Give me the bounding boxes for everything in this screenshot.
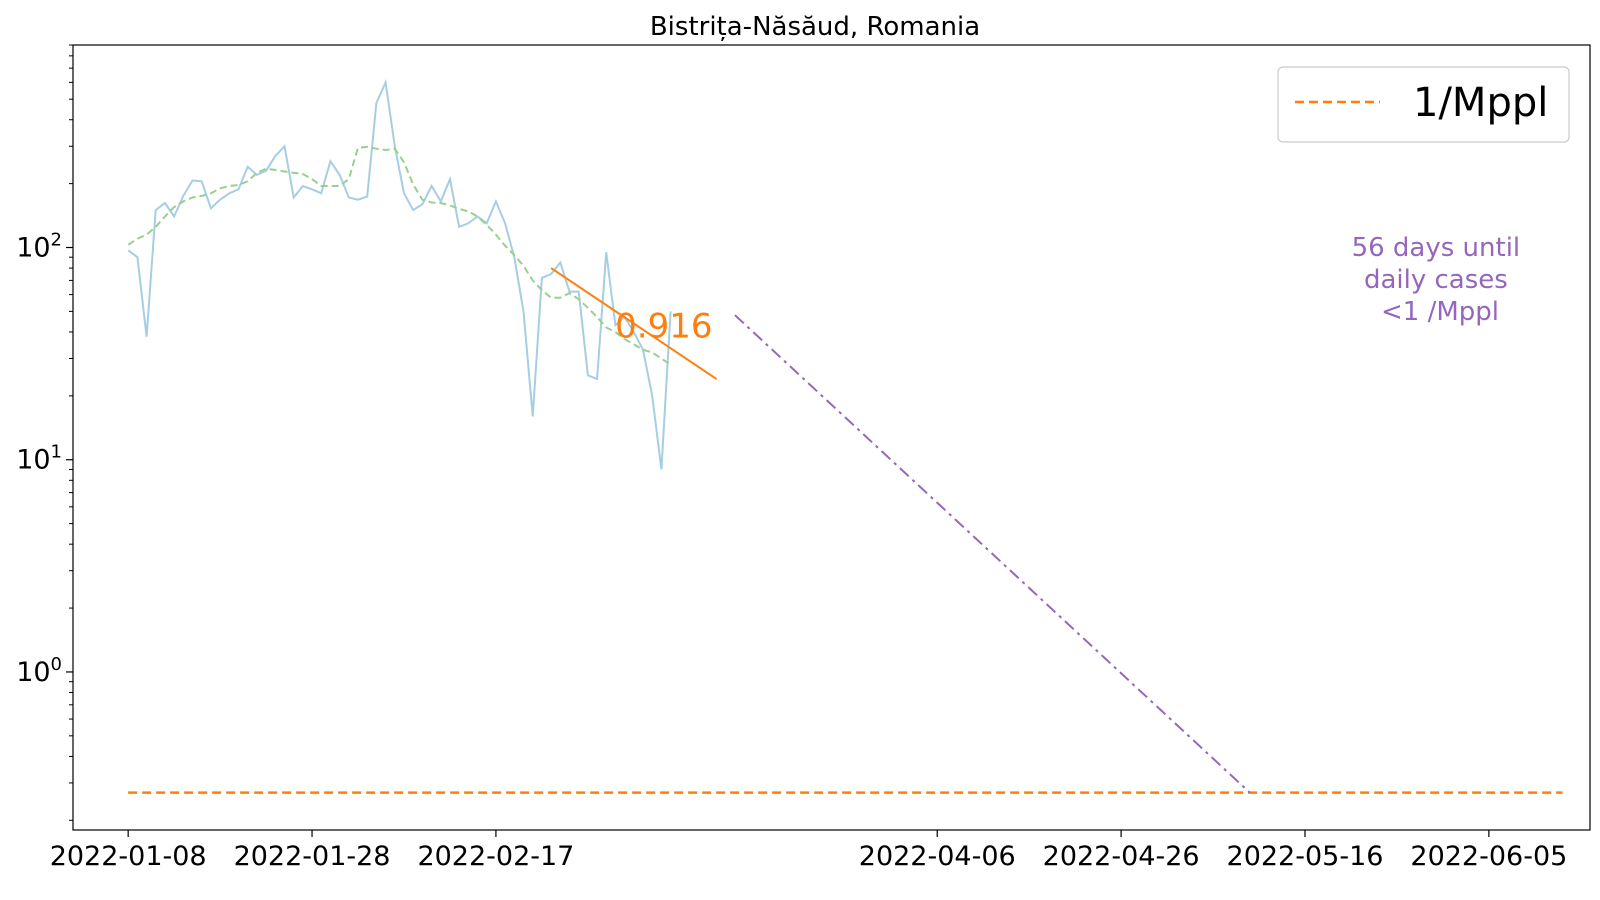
y-minor-ticks [69, 44, 73, 821]
annotation-line-1: 56 days until [1352, 233, 1521, 263]
legend: 1/Mppl [1277, 66, 1570, 143]
x-tick-label: 2022-02-17 [417, 841, 574, 872]
x-tick-label: 2022-01-28 [234, 841, 391, 872]
x-tick-label: 2022-04-26 [1043, 841, 1200, 872]
legend-box [1277, 66, 1570, 143]
chart-title: Bistrița-Năsăud, Romania [650, 12, 980, 42]
x-tick-label: 2022-06-05 [1410, 841, 1567, 872]
fit-line [550, 267, 718, 380]
y-tick-label: 102 [16, 230, 62, 264]
x-tick-label: 2022-01-08 [50, 841, 207, 872]
x-tick-label: 2022-04-06 [859, 841, 1016, 872]
y-tick-label: 100 [16, 654, 62, 688]
annotation-line-3: <1 /Mppl [1381, 297, 1499, 327]
series-smoothed-line [127, 145, 672, 366]
fit-label: 0.916 [615, 307, 712, 347]
annotation: 56 days until daily cases <1 /Mppl [1352, 233, 1529, 327]
y-tick-label: 101 [16, 442, 62, 476]
annotation-line-2: daily cases [1364, 265, 1508, 295]
series-daily-line [127, 78, 672, 470]
x-axis: 2022-01-08 2022-01-28 2022-02-17 2022-04-06… [50, 830, 1567, 872]
y-axis: 100 101 102 [16, 230, 73, 688]
legend-label: 1/Mppl [1413, 80, 1548, 126]
x-tick-label: 2022-05-16 [1227, 841, 1384, 872]
projection-line [734, 314, 1251, 794]
plot-area [72, 44, 1591, 831]
